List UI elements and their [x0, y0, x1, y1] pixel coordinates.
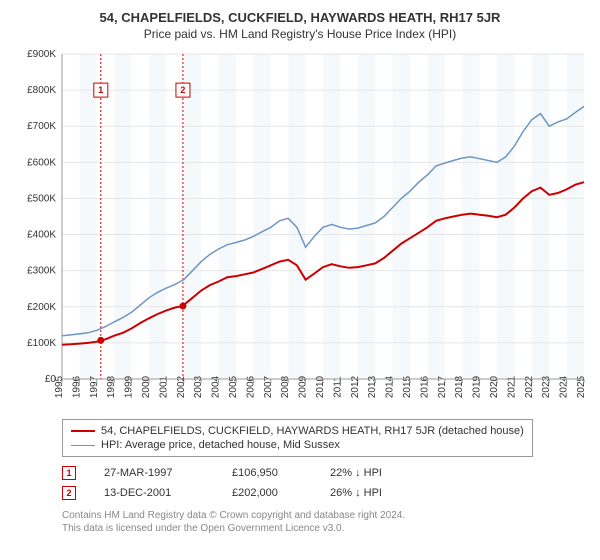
svg-text:£200K: £200K: [27, 302, 56, 313]
legend-label: 54, CHAPELFIELDS, CUCKFIELD, HAYWARDS HE…: [101, 425, 524, 437]
svg-text:£800K: £800K: [27, 85, 56, 96]
attribution: Contains HM Land Registry data © Crown c…: [62, 509, 588, 535]
datapoint-row: 1 27-MAR-1997 £106,950 22% ↓ HPI: [62, 463, 588, 483]
svg-text:£400K: £400K: [27, 230, 56, 241]
attribution-line1: Contains HM Land Registry data © Crown c…: [62, 509, 588, 522]
legend-label: HPI: Average price, detached house, Mid …: [101, 439, 340, 451]
datapoint-marker: 2: [62, 486, 76, 500]
svg-text:£300K: £300K: [27, 266, 56, 277]
chart-title: 54, CHAPELFIELDS, CUCKFIELD, HAYWARDS HE…: [12, 10, 588, 25]
svg-text:£600K: £600K: [27, 157, 56, 168]
svg-text:£700K: £700K: [27, 121, 56, 132]
legend-swatch: [71, 445, 95, 446]
datapoint-date: 13-DEC-2001: [104, 487, 204, 499]
data-points-table: 1 27-MAR-1997 £106,950 22% ↓ HPI 2 13-DEC-200…: [62, 463, 588, 503]
svg-text:2: 2: [180, 85, 185, 95]
legend-swatch: [71, 430, 95, 432]
legend: 54, CHAPELFIELDS, CUCKFIELD, HAYWARDS HE…: [62, 419, 533, 457]
legend-item: 54, CHAPELFIELDS, CUCKFIELD, HAYWARDS HE…: [71, 424, 524, 438]
chart-container: 54, CHAPELFIELDS, CUCKFIELD, HAYWARDS HE…: [0, 0, 600, 560]
datapoint-marker: 1: [62, 466, 76, 480]
legend-item: HPI: Average price, detached house, Mid …: [71, 438, 524, 452]
svg-text:1: 1: [98, 85, 103, 95]
datapoint-row: 2 13-DEC-2001 £202,000 26% ↓ HPI: [62, 483, 588, 503]
datapoint-price: £106,950: [232, 467, 302, 479]
svg-text:£500K: £500K: [27, 193, 56, 204]
datapoint-delta: 26% ↓ HPI: [330, 487, 382, 499]
plot-area: £0£100K£200K£300K£400K£500K£600K£700K£80…: [12, 49, 588, 409]
datapoint-delta: 22% ↓ HPI: [330, 467, 382, 479]
svg-text:£100K: £100K: [27, 338, 56, 349]
datapoint-date: 27-MAR-1997: [104, 467, 204, 479]
svg-text:£900K: £900K: [27, 49, 56, 60]
attribution-line2: This data is licensed under the Open Gov…: [62, 522, 588, 535]
datapoint-price: £202,000: [232, 487, 302, 499]
chart-subtitle: Price paid vs. HM Land Registry's House …: [12, 27, 588, 41]
line-chart: £0£100K£200K£300K£400K£500K£600K£700K£80…: [12, 49, 588, 409]
